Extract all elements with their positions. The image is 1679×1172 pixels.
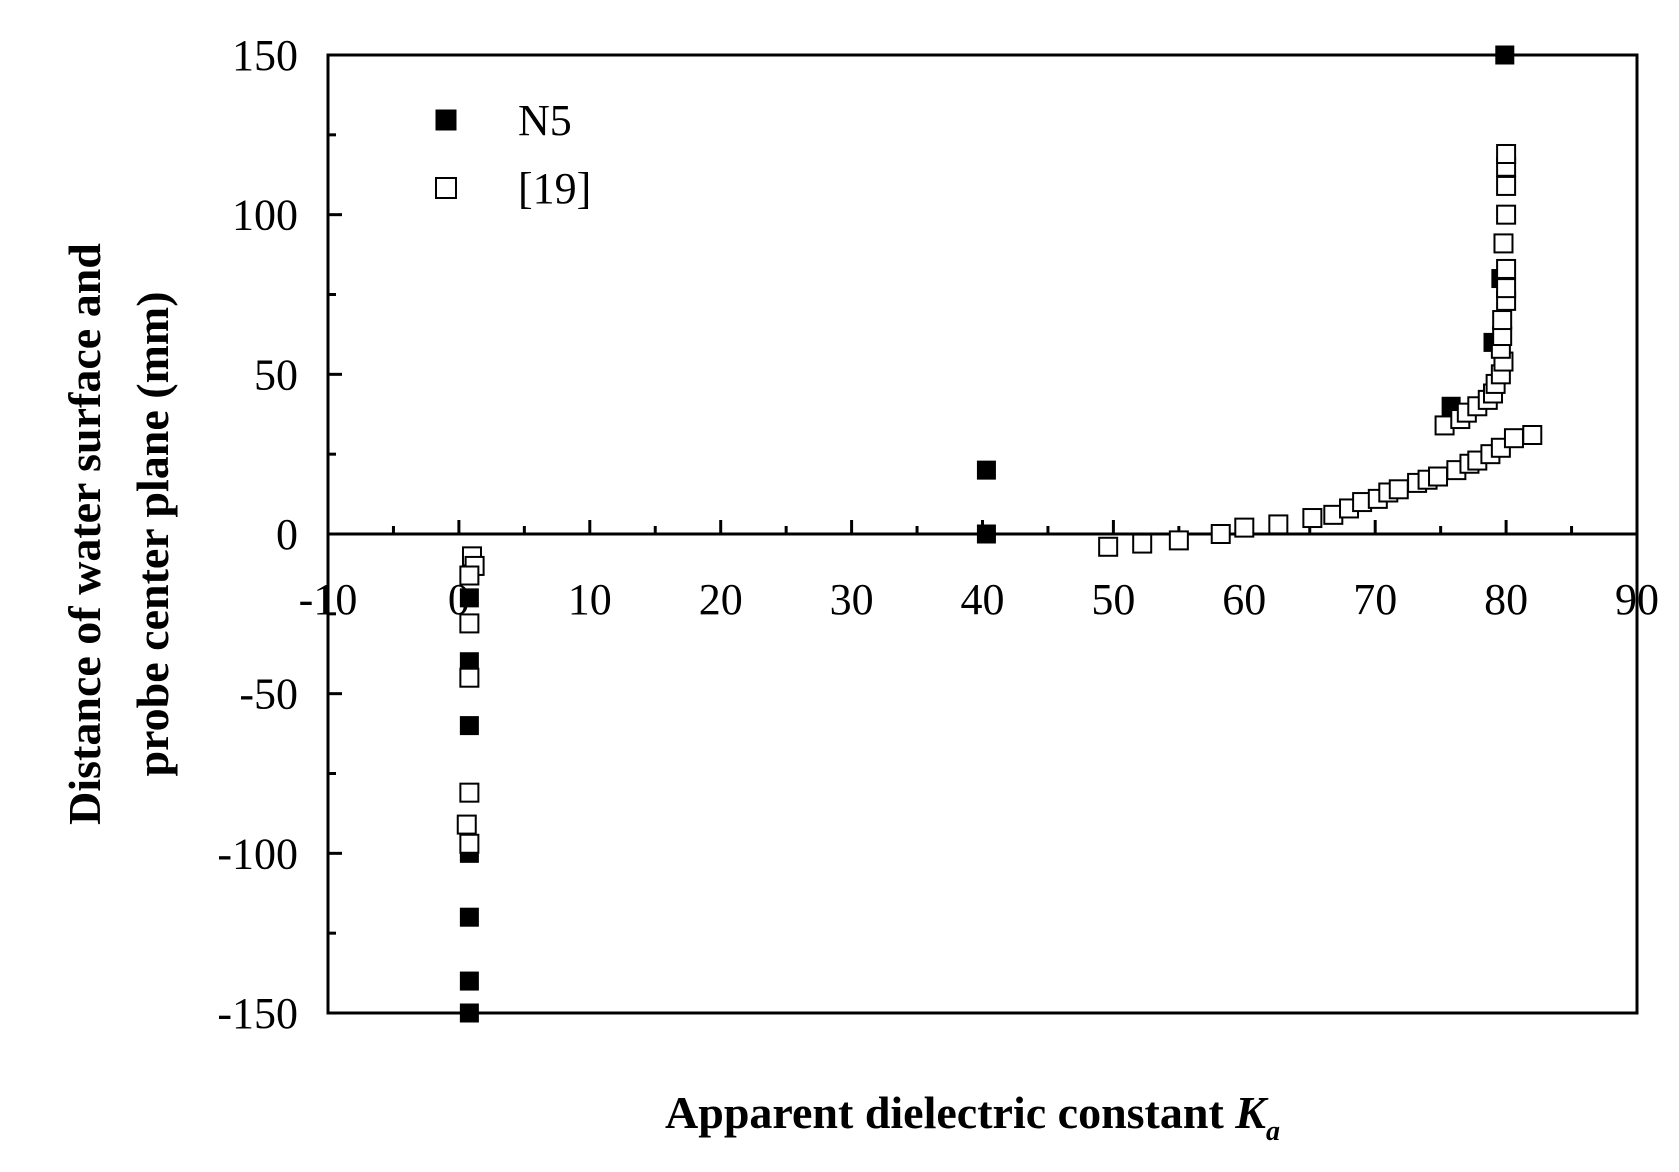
y-tick-label: -150 [217,989,298,1038]
data-point [1098,536,1119,557]
data-point [976,524,996,544]
data-point [459,971,479,991]
data-point [459,667,480,688]
x-tick-label: 80 [1484,575,1528,624]
data-point [976,460,996,480]
data-point [1234,517,1255,538]
x-tick-label: 70 [1353,575,1397,624]
data-point [1268,514,1289,535]
axis-tick-labels: -10 0 10 20 30 40 50 60 70 80 90-150-100-500501001… [217,31,1659,1038]
legend-marker [435,177,457,199]
data-point [1495,45,1515,65]
legend: N5 [19] [435,96,591,213]
data-point [456,814,477,835]
data-point [1496,278,1517,299]
data-point [459,588,479,608]
data-point [1168,530,1189,551]
y-tick-label: 100 [232,191,298,240]
x-tick-label: 90 [1615,575,1659,624]
y-axis-title-line2: probe center plane (mm) [127,291,178,776]
data-point [459,565,480,586]
data-point [1132,533,1153,554]
legend-label: [19] [518,164,591,213]
data-point [1522,425,1543,446]
y-tick-label: -100 [217,829,298,878]
legend-label: N5 [518,96,572,145]
data-point [459,833,480,854]
data-point [1496,204,1517,225]
y-tick-label: -50 [239,670,298,719]
data-point [1492,310,1513,331]
x-tick-label: 0 [448,575,470,624]
data-point [1496,143,1517,164]
series-ref-19 [456,143,1543,854]
x-tick-label: -10 [299,575,358,624]
data-point [1503,428,1524,449]
data-point [1496,175,1517,196]
x-tick-label: 50 [1091,575,1135,624]
x-axis-title-symbol: K [1234,1087,1269,1138]
data-point [459,907,479,927]
x-tick-label: 40 [961,575,1005,624]
data-point [1428,466,1449,487]
data-point [459,613,480,634]
x-tick-label: 30 [830,575,874,624]
data-point [1210,524,1231,544]
y-axis-title-line1: Distance of water surface and [59,243,110,825]
data-point [1388,479,1409,500]
data-point [459,1003,479,1023]
data-point [1302,508,1323,529]
data-point [459,716,479,736]
x-tick-label: 60 [1222,575,1266,624]
x-tick-label: 10 [568,575,612,624]
y-tick-label: 50 [254,350,298,399]
x-axis-title: Apparent dielectric constant Ka [665,1087,1280,1147]
x-axis-title-subscript: a [1266,1116,1280,1147]
data-point [1496,258,1517,279]
x-tick-label: 20 [699,575,743,624]
data-point [459,782,480,803]
x-axis-title-text: Apparent dielectric constant [665,1087,1235,1138]
y-tick-label: 150 [232,31,298,80]
y-tick-label: 0 [276,510,298,559]
data-points [456,45,1543,1023]
legend-marker [435,109,457,131]
data-point [1493,233,1514,254]
